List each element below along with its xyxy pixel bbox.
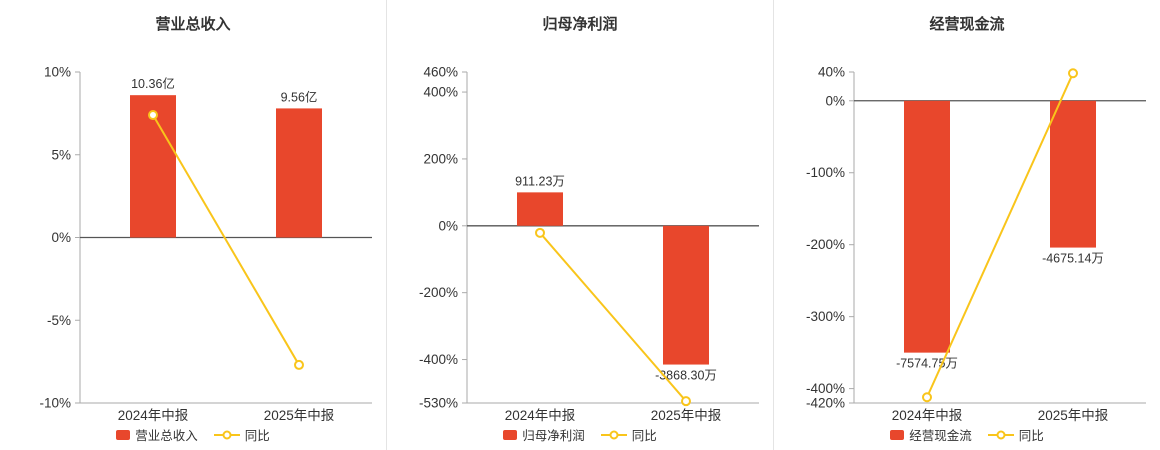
- y-tick-label: 460%: [423, 65, 458, 80]
- bar-value-label: 911.23万: [515, 174, 565, 188]
- bar-2025年中报[interactable]: [1050, 100, 1096, 248]
- bar-value-label: -4675.14万: [1042, 252, 1104, 266]
- yoy-marker[interactable]: [148, 110, 158, 121]
- yoy-line-icon: [213, 430, 240, 439]
- legend-label: 同比: [244, 429, 270, 443]
- yoy-line[interactable]: [539, 232, 687, 402]
- y-tick-label: -200%: [419, 285, 458, 300]
- bar-swatch-icon: [503, 429, 518, 440]
- y-tick-label: -200%: [806, 237, 845, 252]
- y-tick-label: -530%: [419, 396, 458, 411]
- chart-canvas-cash-flow[interactable]: 40% 0% -100% -200% -300% -400%-420% -7574.75万 -…: [774, 30, 1160, 430]
- y-tick-label: 5%: [51, 147, 71, 162]
- x-category-label: 2024年中报: [505, 408, 576, 423]
- legend-item-net-profit-yoy[interactable]: 同比: [600, 425, 657, 444]
- legend-item-revenue-yoy[interactable]: 同比: [213, 425, 270, 444]
- legend-item-cash-flow-yoy[interactable]: 同比: [987, 425, 1044, 444]
- yoy-marker[interactable]: [922, 392, 932, 403]
- bar-swatch-icon: [116, 429, 131, 440]
- chart-canvas-revenue[interactable]: 10% 5% 0% -5% -10% 10.36亿 9.56亿 2024年中报 2025年中报: [0, 30, 386, 430]
- y-tick-label: -100%: [806, 165, 845, 180]
- chart-canvas-net-profit[interactable]: 460% 400% 200% 0% -200% -400% -530% 911.23万 -386…: [387, 30, 773, 430]
- bar-value-label: 9.56亿: [281, 89, 318, 104]
- x-category-label: 2024年中报: [892, 408, 963, 423]
- legend-cash-flow: 经营现金流 同比: [774, 425, 1160, 444]
- bar-2024年中报[interactable]: [517, 192, 563, 226]
- legend-label: 归母净利润: [522, 429, 585, 443]
- y-tick-label: 0%: [825, 93, 845, 108]
- x-category-label: 2025年中报: [1038, 408, 1109, 423]
- x-category-label: 2025年中报: [264, 408, 335, 423]
- y-tick-label: -420%: [806, 396, 845, 411]
- legend-label: 同比: [631, 429, 657, 443]
- chart-panel-net-profit: 归母净利润 460% 400% 200% 0% -200% -400% -530% 911.2…: [386, 0, 773, 450]
- y-tick-label: -400%: [419, 352, 458, 367]
- yoy-line[interactable]: [152, 114, 300, 366]
- bar-2025年中报[interactable]: [663, 225, 709, 365]
- yoy-line[interactable]: [926, 72, 1074, 398]
- legend-net-profit: 归母净利润 同比: [387, 425, 773, 444]
- legend-item-net-profit-bar[interactable]: 归母净利润: [503, 425, 585, 444]
- bar-2024年中报[interactable]: [904, 100, 950, 353]
- y-tick-label: 200%: [423, 151, 458, 166]
- y-tick-label: 10%: [44, 65, 71, 80]
- legend-item-cash-flow-bar[interactable]: 经营现金流: [890, 425, 972, 444]
- legend-label: 同比: [1018, 429, 1044, 443]
- bar-value-label: -3868.30万: [655, 369, 717, 383]
- y-tick-label: -10%: [39, 396, 71, 411]
- bar-2025年中报[interactable]: [276, 108, 322, 238]
- y-tick-label: -5%: [47, 313, 71, 328]
- yoy-marker[interactable]: [535, 227, 545, 238]
- bar-swatch-icon: [890, 429, 905, 440]
- y-tick-label: 0%: [438, 218, 458, 233]
- yoy-line-icon: [987, 430, 1014, 439]
- chart-panel-revenue: 营业总收入 10% 5% 0% -5% -10% 10.36亿 9.56亿 2024年中报 20…: [0, 0, 386, 450]
- x-category-label: 2024年中报: [118, 408, 189, 423]
- legend-item-revenue-bar[interactable]: 营业总收入: [116, 425, 198, 444]
- chart-panel-cash-flow: 经营现金流 40% 0% -100% -200% -300% -400% -420% -757…: [773, 0, 1160, 450]
- y-tick-label: -400%: [806, 381, 845, 396]
- yoy-marker[interactable]: [681, 396, 691, 407]
- legend-label: 经营现金流: [909, 429, 972, 443]
- bar-value-label: -7574.75万: [896, 357, 958, 371]
- y-tick-label: -300%: [806, 309, 845, 324]
- y-tick-label: 400%: [423, 85, 458, 100]
- yoy-marker[interactable]: [1068, 68, 1078, 79]
- y-tick-label: 40%: [818, 65, 845, 80]
- chart-title-revenue: 营业总收入: [155, 16, 231, 33]
- x-category-label: 2025年中报: [651, 408, 722, 423]
- chart-title-net-profit: 归母净利润: [542, 16, 618, 33]
- bar-value-label: 10.36亿: [131, 76, 175, 91]
- chart-title-cash-flow: 经营现金流: [929, 16, 1005, 33]
- y-tick-label: 0%: [51, 230, 71, 245]
- yoy-line-icon: [600, 430, 627, 439]
- legend-label: 营业总收入: [135, 429, 198, 443]
- yoy-marker[interactable]: [294, 359, 304, 370]
- legend-revenue: 营业总收入 同比: [0, 425, 386, 444]
